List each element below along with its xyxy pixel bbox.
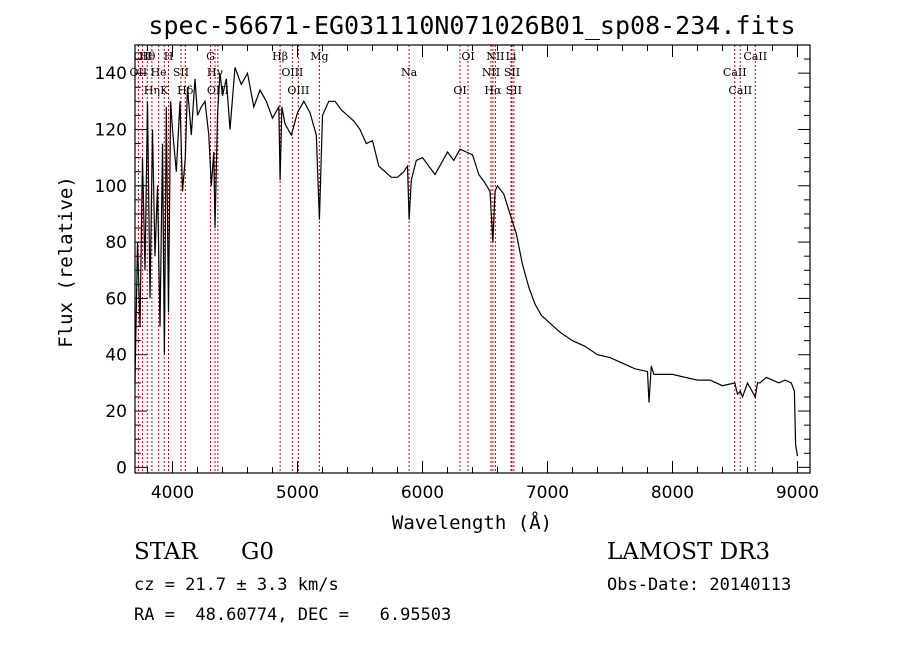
- x-tick-label: 4000: [151, 483, 194, 503]
- y-tick-label: 140: [95, 64, 127, 84]
- line-label: CaII: [723, 66, 747, 79]
- line-label: CaII: [728, 84, 752, 97]
- line-label: OII: [134, 50, 152, 63]
- y-tick-label: 120: [95, 120, 127, 140]
- y-axis-label: Flux (relative): [55, 176, 77, 348]
- survey-name: LAMOST DR3: [607, 539, 771, 565]
- y-axis: 0 20 40 60 80 100 120 140: [95, 58, 810, 478]
- chart-title: spec-56671-EG031110N071026B01_sp08-234.f…: [148, 11, 795, 40]
- y-tick-label: 0: [116, 458, 127, 478]
- x-tick-label: 9000: [776, 483, 819, 503]
- x-tick-label: 6000: [401, 483, 444, 503]
- x-axis-label: Wavelength (Å): [392, 511, 552, 534]
- line-label: OI: [453, 84, 466, 97]
- emission-line-markers: [137, 45, 756, 473]
- line-label: Hα: [484, 84, 502, 97]
- line-label: NII: [486, 50, 504, 63]
- coordinates: RA = 48.60774, DEC = 6.95503: [134, 605, 452, 625]
- line-label: CaII: [743, 50, 767, 63]
- line-label: Hδ: [177, 84, 194, 97]
- line-label: OI: [461, 50, 474, 63]
- line-label: OII: [130, 66, 148, 79]
- line-label: SII: [504, 66, 520, 79]
- line-label: Hθ: [139, 50, 156, 63]
- x-tick-label: 8000: [651, 483, 694, 503]
- y-tick-label: 80: [105, 233, 127, 253]
- line-label: Na: [401, 66, 418, 79]
- line-label: NII: [482, 66, 500, 79]
- y-tick-label: 40: [105, 346, 127, 366]
- line-label: K: [160, 84, 169, 97]
- line-label: He: [151, 66, 167, 79]
- line-label: Mg: [310, 50, 328, 63]
- y-tick-label: 20: [105, 402, 127, 422]
- object-class: STAR: [134, 539, 198, 565]
- x-tick-label: 7000: [526, 483, 569, 503]
- line-label: SII: [506, 84, 522, 97]
- x-axis: 4000 5000 6000 7000 8000 9000: [147, 45, 819, 503]
- line-label: SII: [173, 66, 189, 79]
- line-label: H: [164, 50, 174, 63]
- line-label: Hβ: [272, 50, 288, 63]
- object-subclass: G0: [241, 539, 275, 565]
- spectrum-line: [134, 67, 799, 457]
- plot-frame: [134, 44, 811, 474]
- line-label: OIII: [207, 84, 229, 97]
- observation-date: Obs-Date: 20140113: [607, 575, 792, 595]
- line-label: Li: [506, 50, 517, 63]
- emission-line-labels: HθOIIHηOIIHeKHSIIHδGHγOIIIHβOIIIOIIIMgNa…: [130, 50, 768, 97]
- y-tick-label: 100: [95, 177, 127, 197]
- line-label: G: [206, 50, 215, 63]
- redshift-velocity: cz = 21.7 ± 3.3 km/s: [134, 575, 339, 595]
- line-label: OIII: [287, 84, 309, 97]
- y-tick-label: 60: [105, 289, 127, 309]
- line-label: Hη: [144, 84, 160, 97]
- line-label: OIII: [281, 66, 303, 79]
- x-tick-label: 5000: [276, 483, 319, 503]
